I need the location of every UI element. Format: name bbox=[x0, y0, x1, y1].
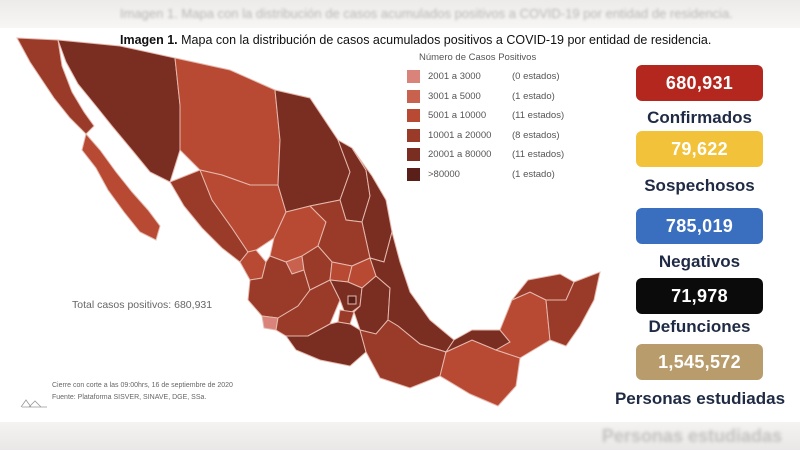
legend-swatch bbox=[407, 70, 420, 84]
legend-swatch bbox=[407, 167, 420, 181]
legend-row: 20001 a 80000 (11 estados) bbox=[407, 145, 564, 165]
stat-label: Negativos bbox=[658, 252, 741, 271]
stat-value-box: 79,622 bbox=[636, 131, 763, 167]
legend-row: 10001 a 20000 (8 estados) bbox=[407, 126, 564, 146]
total-positive-cases: Total casos positivos: 680,931 bbox=[72, 299, 213, 311]
legend-range: 5001 a 10000 bbox=[428, 110, 487, 122]
state-cdmx bbox=[347, 295, 357, 305]
legend-range: >80000 bbox=[428, 168, 460, 180]
state-baja-california-sur bbox=[81, 132, 161, 241]
caption-bold: Imagen 1. bbox=[120, 33, 178, 47]
stat-label: Sospechosos bbox=[644, 176, 755, 195]
legend-count: (1 estado) bbox=[512, 90, 555, 102]
legend-row: 2001 a 3000 (0 estados) bbox=[407, 67, 564, 87]
legend-swatch bbox=[407, 109, 420, 123]
stat-label: Personas estudiadas bbox=[614, 389, 786, 408]
stat-value-box: 71,978 bbox=[636, 278, 763, 314]
legend-count: (0 estados) bbox=[512, 71, 560, 83]
legend-count: (8 estados) bbox=[512, 129, 560, 141]
blurred-footer-text: Personas estudiadas bbox=[601, 426, 782, 446]
map-caption: Imagen 1. Mapa con la distribución de ca… bbox=[120, 33, 711, 47]
legend-row: 3001 a 5000 (1 estado) bbox=[407, 87, 564, 107]
footnote-source: Fuente: Plataforma SISVER, SINAVE, DGE, … bbox=[52, 394, 207, 401]
footnote-cutoff: Cierre con corte a las 09:00hrs, 16 de s… bbox=[52, 382, 233, 389]
stat-value-box: 1,545,572 bbox=[636, 344, 763, 380]
legend-swatch bbox=[407, 89, 420, 103]
state-coahuila bbox=[274, 89, 351, 213]
state-chihuahua bbox=[174, 57, 281, 186]
legend-range: 2001 a 3000 bbox=[428, 71, 481, 83]
stat-value-box: 785,019 bbox=[636, 208, 763, 244]
legend-count: (11 estados) bbox=[512, 110, 565, 122]
legend-range: 20001 a 80000 bbox=[428, 149, 492, 161]
blurred-footer-strip: Personas estudiadas bbox=[0, 422, 800, 450]
stat-label: Defunciones bbox=[648, 317, 751, 336]
state-michoacan bbox=[275, 279, 341, 337]
legend-count: (1 estado) bbox=[512, 168, 555, 180]
legend-title: Número de Casos Positivos bbox=[419, 52, 537, 63]
blurred-header-strip: Imagen 1. Mapa con la distribución de ca… bbox=[0, 0, 800, 28]
legend-row: >80000 (1 estado) bbox=[407, 165, 564, 185]
agency-logo-icon bbox=[20, 399, 47, 408]
map-footnote: Cierre con corte a las 09:00hrs, 16 de s… bbox=[52, 380, 233, 404]
legend-range: 10001 a 20000 bbox=[428, 129, 492, 141]
stat-value-box: 680,931 bbox=[636, 65, 763, 101]
state-yucatan bbox=[511, 273, 575, 301]
map-legend: Número de Casos Positivos 2001 a 3000 (0 … bbox=[407, 52, 564, 184]
legend-count: (11 estados) bbox=[512, 149, 565, 161]
legend-swatch bbox=[407, 148, 420, 162]
state-colima bbox=[261, 315, 279, 331]
legend-row: 5001 a 10000 (11 estados) bbox=[407, 106, 564, 126]
state-quintana-roo bbox=[545, 271, 601, 347]
state-baja-california bbox=[16, 37, 95, 135]
state-campeche bbox=[494, 291, 551, 359]
blurred-header-text: Imagen 1. Mapa con la distribución de ca… bbox=[120, 6, 733, 21]
legend-swatch bbox=[407, 128, 420, 142]
caption-text: Mapa con la distribución de casos acumul… bbox=[177, 33, 712, 47]
legend-range: 3001 a 5000 bbox=[428, 90, 481, 102]
stat-label: Confirmados bbox=[647, 108, 752, 127]
